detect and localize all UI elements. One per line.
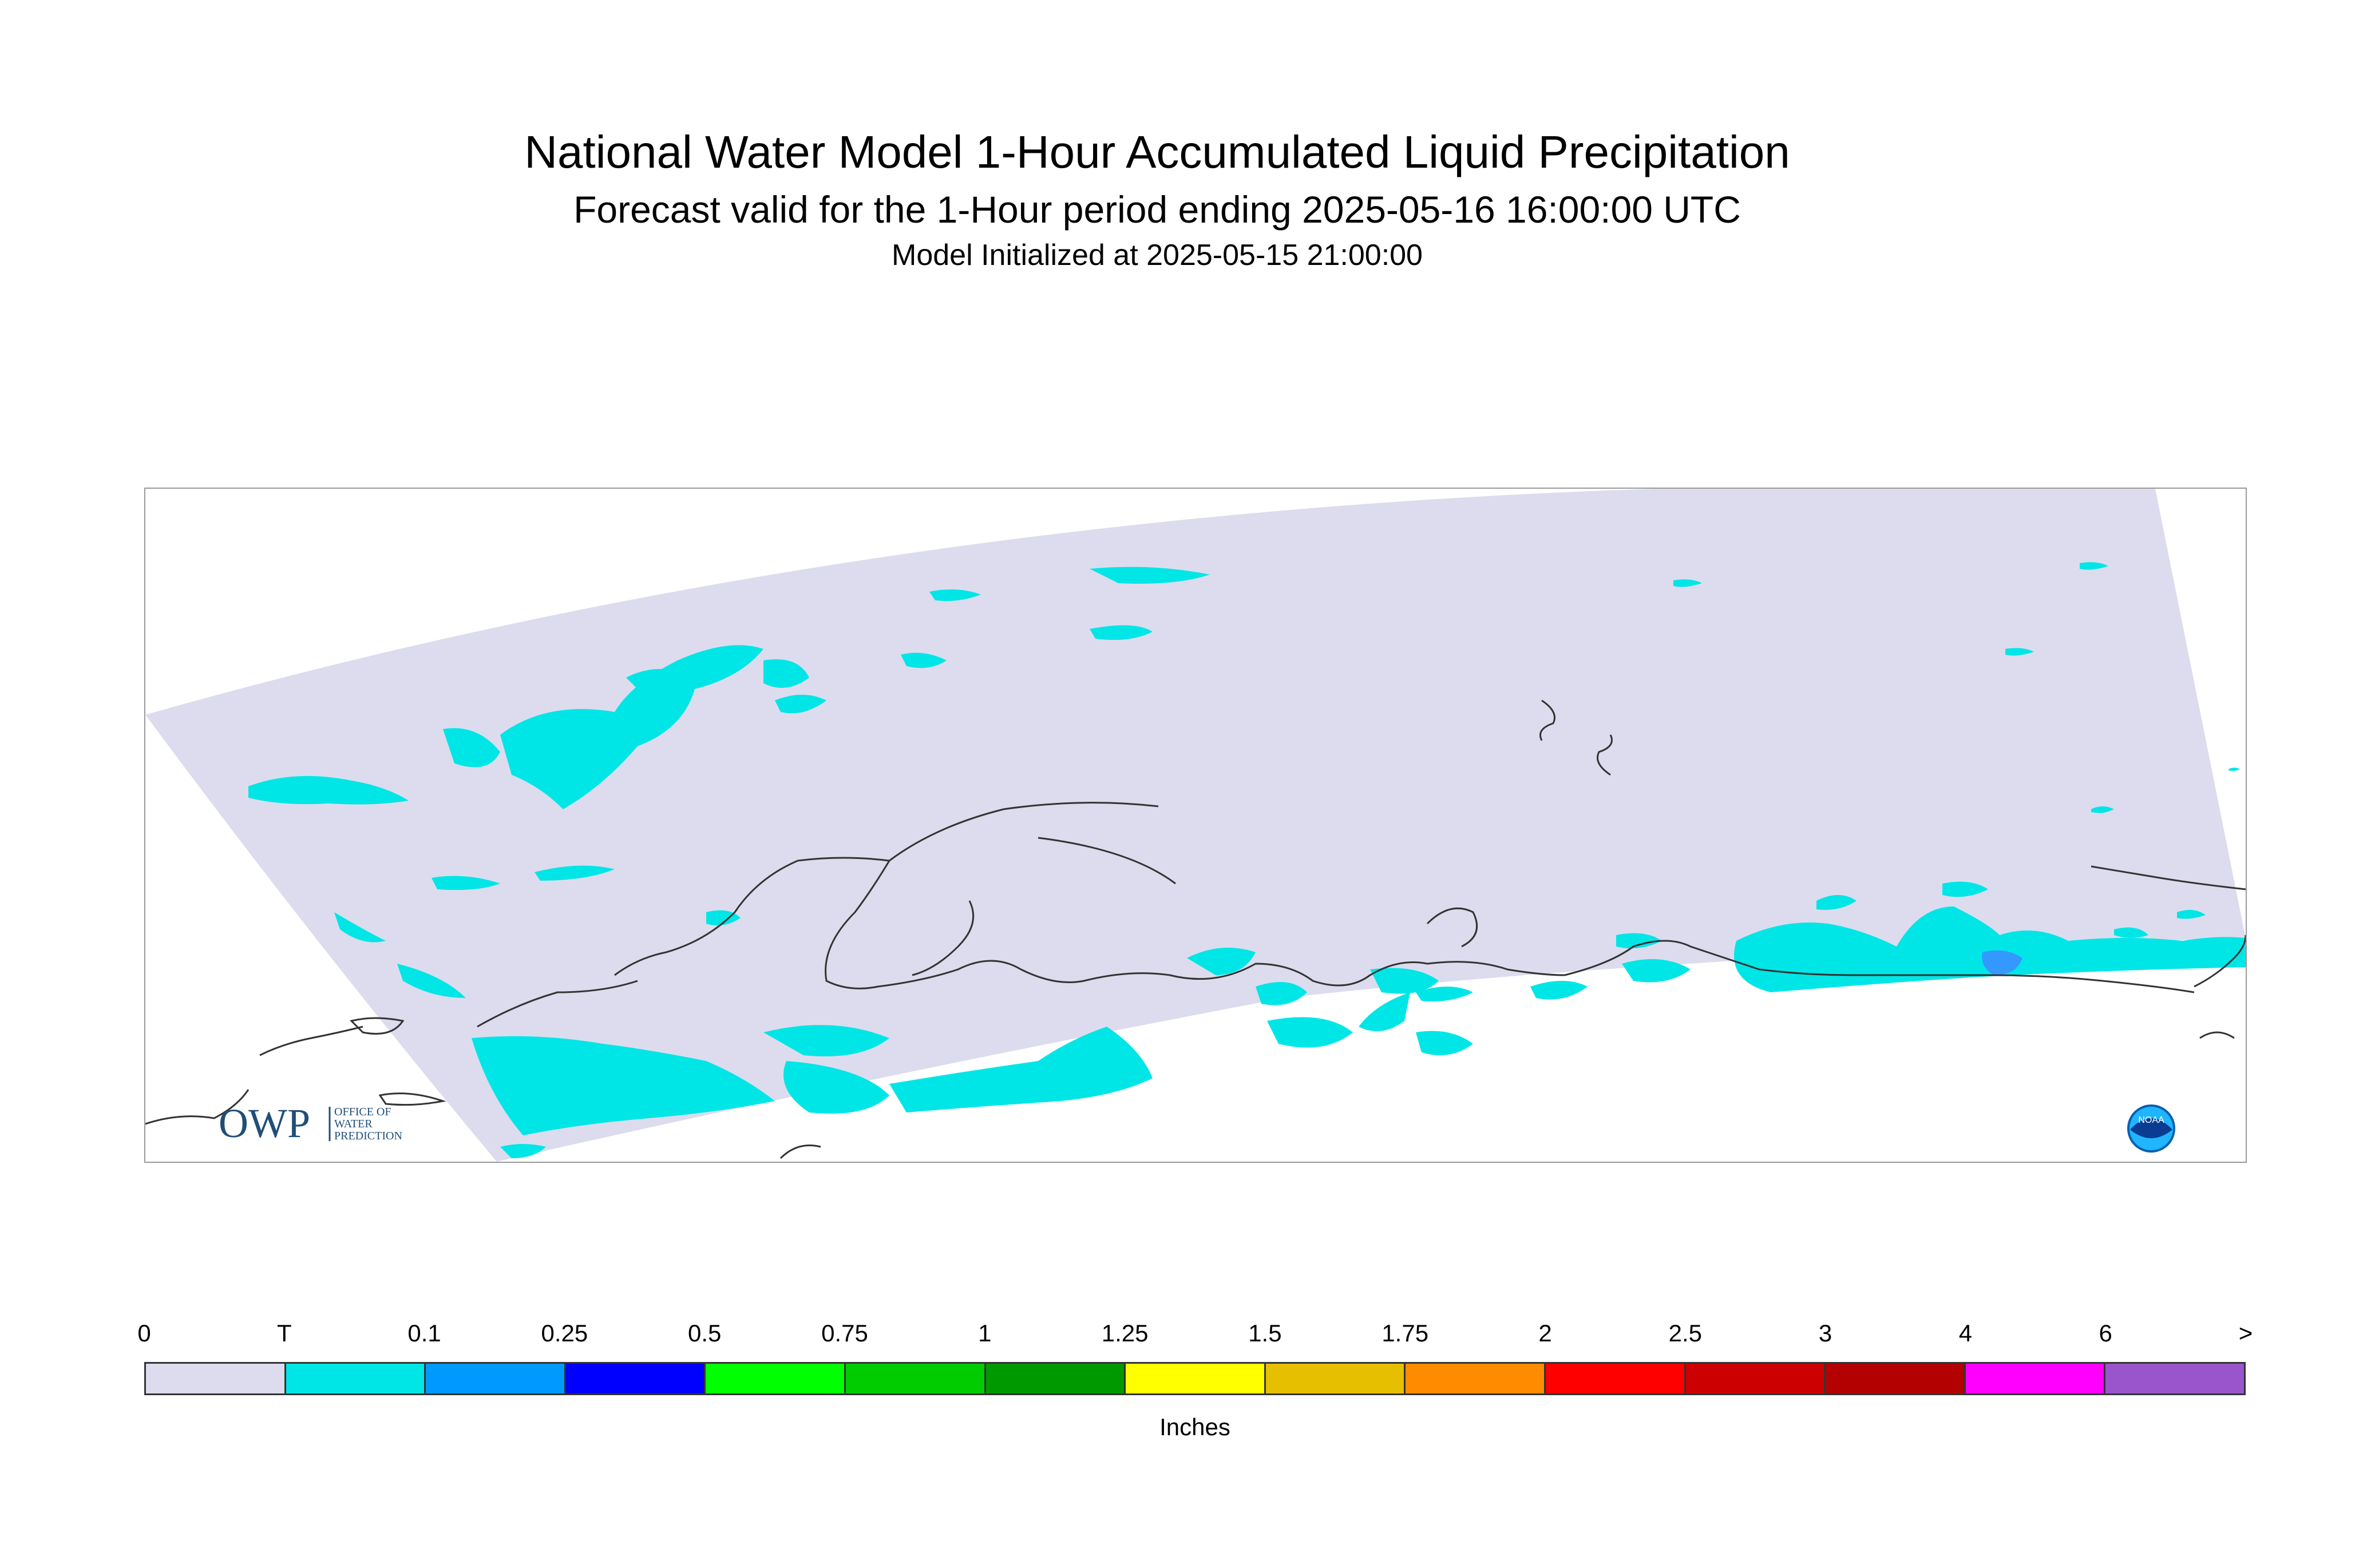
legend-units: Inches — [1159, 1413, 1230, 1440]
legend-swatch — [985, 1364, 1126, 1393]
owp-logo: OWP OFFICE OF WATER PREDICTION — [219, 1100, 402, 1146]
legend-swatch — [146, 1364, 286, 1393]
legend-tick-label: 0.25 — [541, 1320, 588, 1347]
map-subtitle: Forecast valid for the 1-Hour period end… — [573, 188, 1741, 231]
legend-tick-label: 2 — [1538, 1320, 1552, 1347]
noaa-text: NOAA — [2138, 1115, 2164, 1125]
legend-tick-label: 1.75 — [1382, 1320, 1429, 1347]
legend-tick-label: 0.5 — [687, 1320, 722, 1347]
legend-swatch — [1965, 1364, 2106, 1393]
legend-swatch — [845, 1364, 986, 1393]
model-domain — [145, 489, 2246, 1162]
map-title: National Water Model 1-Hour Accumulated … — [524, 126, 1790, 177]
legend-tick-label: 3 — [1818, 1320, 1832, 1347]
legend-tick-label: 2.5 — [1668, 1320, 1702, 1347]
legend-tick-label: 1 — [978, 1320, 992, 1347]
legend-swatch — [706, 1364, 846, 1393]
owp-mark: OWP — [219, 1100, 310, 1146]
legend-swatch — [1545, 1364, 1686, 1393]
legend-tick-label: > — [2238, 1320, 2253, 1347]
legend-swatch — [565, 1364, 706, 1393]
map-canvas: OWP OFFICE OF WATER PREDICTION NOAA — [145, 489, 2246, 1162]
legend-swatch — [1826, 1364, 1966, 1393]
noaa-logo: NOAA — [2127, 1104, 2175, 1153]
legend-tick-label: 6 — [2099, 1320, 2112, 1347]
legend-swatch — [426, 1364, 566, 1393]
model-init-line: Model Initialized at 2025-05-15 21:00:00 — [892, 239, 1423, 272]
trace-precip-areas — [248, 562, 2246, 1158]
legend-swatch — [286, 1364, 426, 1393]
legend-swatch — [2105, 1364, 2244, 1393]
owp-text-2: WATER — [334, 1118, 373, 1130]
coastlines — [145, 699, 2246, 1159]
legend-swatch — [1265, 1364, 1406, 1393]
legend-color-bar — [144, 1362, 2246, 1395]
legend-swatch — [1126, 1364, 1266, 1393]
legend-swatch — [1406, 1364, 1546, 1393]
legend-tick-label: 1.25 — [1101, 1320, 1149, 1347]
legend-tick-label: 4 — [1958, 1320, 1973, 1347]
light-precip-area — [1982, 950, 2022, 975]
legend-swatch — [1685, 1364, 1826, 1393]
legend-tick-label: 0.1 — [407, 1320, 441, 1347]
legend-tick-label: 0 — [137, 1320, 151, 1347]
legend-tick-label: 0.75 — [821, 1320, 868, 1347]
legend-tick-label: T — [276, 1320, 292, 1347]
owp-text-3: PREDICTION — [334, 1130, 402, 1142]
precipitation-map: OWP OFFICE OF WATER PREDICTION NOAA — [144, 488, 2247, 1163]
owp-text-1: OFFICE OF — [334, 1106, 391, 1118]
legend-tick-label: 1.5 — [1248, 1320, 1282, 1347]
